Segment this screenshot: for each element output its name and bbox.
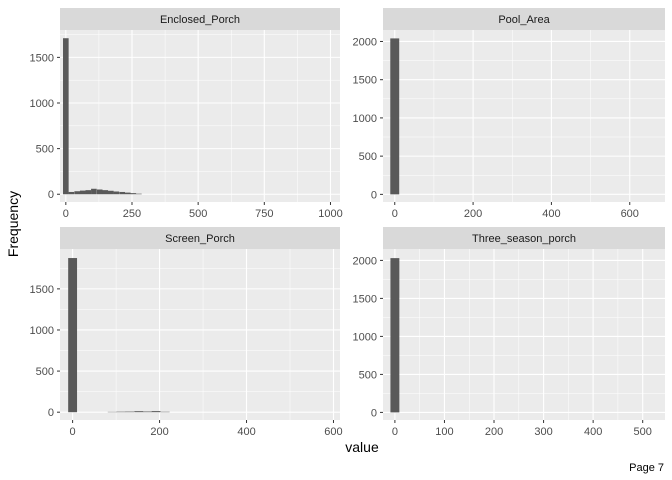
y-tick-label: 1500 [353, 75, 377, 87]
x-tick-label: 250 [123, 208, 141, 220]
x-tick-label: 100 [435, 426, 453, 438]
y-tick-label: 0 [48, 407, 54, 419]
x-tick-label: 1000 [318, 208, 342, 220]
histogram-bar [79, 190, 86, 195]
x-tick-label: 600 [621, 208, 639, 220]
x-tick-label: 0 [70, 426, 76, 438]
histogram-bar [151, 411, 161, 413]
histogram-bar [113, 191, 120, 195]
x-tick-label: 400 [237, 426, 255, 438]
y-tick-label: 500 [36, 144, 54, 156]
histogram-bar [125, 411, 134, 413]
y-tick-label: 2000 [353, 36, 377, 48]
histogram-bar [124, 192, 131, 195]
facet-strip [383, 227, 665, 249]
y-tick-label: 1000 [353, 331, 377, 343]
x-tick-label: 200 [485, 426, 503, 438]
facet-panel: Screen_Porch 0 200 400 600 0 500 1000 1500 [30, 227, 343, 438]
x-tick-label: 200 [464, 208, 482, 220]
y-axis-title: Frequency [5, 191, 21, 257]
x-tick-label: 500 [189, 208, 207, 220]
facet-panel: Three_season_porch 0 100 200 300 400 500 0 500 10… [353, 227, 665, 438]
panel-background [60, 30, 340, 202]
x-tick-label: 400 [542, 208, 560, 220]
panel-background [383, 249, 665, 420]
y-tick-label: 1500 [353, 293, 377, 305]
page-number: Page 7 [629, 462, 664, 474]
histogram-bar [136, 193, 142, 195]
histogram-bar [91, 188, 97, 195]
x-tick-label: 400 [584, 426, 602, 438]
y-tick-label: 0 [48, 189, 54, 201]
x-tick-label: 300 [534, 426, 552, 438]
facet-title: Three_season_porch [472, 233, 576, 245]
y-tick-label: 1500 [30, 52, 54, 64]
x-tick-label: 750 [255, 208, 273, 220]
x-tick-label: 200 [150, 426, 168, 438]
y-tick-label: 0 [371, 189, 377, 201]
y-tick-label: 1000 [30, 98, 54, 110]
panel-background [60, 249, 340, 420]
facet-panel: Enclosed_Porch 0 250 500 750 1000 0 500 1000 1500 [30, 8, 343, 220]
facet-title: Pool_Area [498, 14, 550, 26]
histogram-bar [390, 38, 400, 195]
histogram-bar [63, 38, 69, 195]
histogram-bar [142, 411, 152, 413]
y-tick-label: 500 [359, 151, 377, 163]
x-tick-label: 500 [634, 426, 652, 438]
y-tick-label: 500 [36, 366, 54, 378]
y-tick-label: 1000 [353, 113, 377, 125]
y-tick-label: 1500 [30, 284, 54, 296]
y-tick-label: 1000 [30, 325, 54, 337]
facet-strip [60, 8, 340, 30]
histogram-bar [85, 190, 92, 195]
panel-background [383, 30, 665, 202]
facet-panel: Pool_Area 0 200 400 600 0 500 1000 1500 2000 [353, 8, 665, 220]
x-tick-label: 0 [392, 208, 398, 220]
y-tick-label: 500 [359, 369, 377, 381]
facet-title: Screen_Porch [165, 233, 235, 245]
facet-strip [60, 227, 340, 249]
histogram-bar [108, 190, 114, 195]
histogram-bar [119, 191, 126, 195]
y-tick-label: 2000 [353, 255, 377, 267]
x-tick-label: 0 [63, 208, 69, 220]
histogram-bar [74, 191, 81, 195]
histogram-bar [134, 411, 144, 413]
histogram-bar [390, 258, 400, 413]
histogram-bar [68, 258, 78, 413]
x-tick-label: 600 [324, 426, 342, 438]
facet-strip [383, 8, 665, 30]
histogram-bar [68, 191, 75, 195]
x-axis-title: value [345, 439, 379, 455]
histogram-bar [102, 190, 109, 195]
histogram-bar [96, 189, 103, 195]
histogram-bar [130, 193, 137, 195]
facet-title: Enclosed_Porch [160, 14, 240, 26]
y-tick-label: 0 [371, 407, 377, 419]
x-tick-label: 0 [392, 426, 398, 438]
